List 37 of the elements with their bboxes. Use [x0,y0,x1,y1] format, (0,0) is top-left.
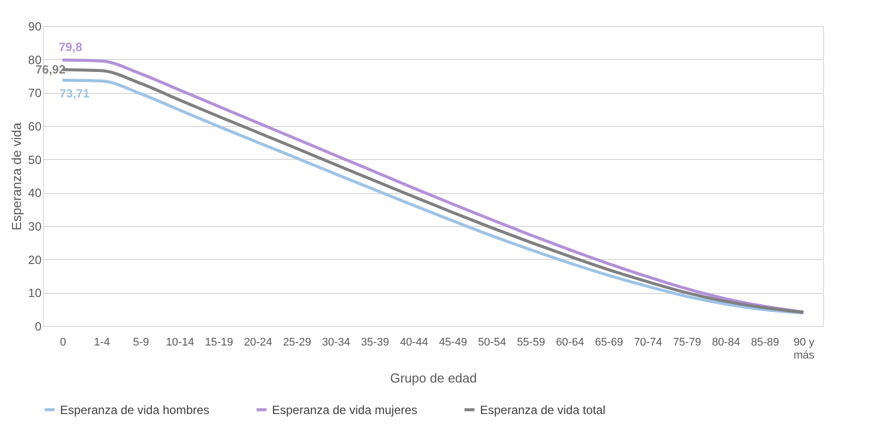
legend-label: Esperanza de vida total [480,402,606,417]
x-tick-label: 30-34 [322,336,350,348]
x-tick-label: 1-4 [94,336,110,348]
x-tick-label: 10-14 [166,336,194,348]
x-tick-label: 50-54 [478,336,506,348]
y-tick-label: 10 [28,286,42,300]
x-tick-label: 55-59 [516,336,546,348]
x-tick-label: 40-44 [400,336,428,348]
y-tick-label: 30 [28,220,42,234]
x-tick-label: 70-74 [634,336,662,348]
x-tick-label: 45-49 [438,336,468,348]
x-tick-label: 15-19 [204,336,234,348]
x-axis-title: Grupo de edad [390,370,477,386]
y-tick-label: 20 [28,252,42,267]
x-tick-label: 90 y más [794,336,815,362]
x-tick-label: 65-69 [594,336,624,348]
data-label: 73,71 [59,86,90,100]
y-tick-label: 60 [28,120,42,134]
x-tick-label: 80-84 [712,336,740,348]
y-tick-label: 40 [28,186,42,200]
data-label: 79,8 [58,40,82,54]
x-tick-label: 35-39 [360,336,390,348]
y-tick-label: 90 [28,20,42,34]
y-tick-label: 0 [34,320,42,334]
y-axis-title: Esperanza de vida [9,122,24,230]
x-tick-label: 25-29 [282,336,312,348]
x-tick-label: 0 [60,336,66,348]
x-tick-label: 60-64 [556,336,584,348]
x-tick-label: 85-89 [750,336,780,348]
x-tick-label: 5-9 [133,336,149,348]
legend-label: Esperanza de vida hombres [60,402,210,417]
x-tick-label: 75-79 [672,336,702,348]
y-tick-label: 50 [28,152,42,167]
x-tick-label: 20-24 [244,336,272,348]
legend-label: Esperanza de vida mujeres [272,402,418,417]
data-label: 76,92 [35,62,66,77]
y-tick-label: 70 [28,86,42,100]
